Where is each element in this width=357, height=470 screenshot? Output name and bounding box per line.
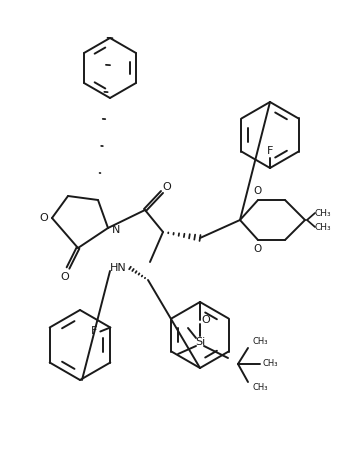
Text: O: O [163,182,171,192]
Text: O: O [40,213,49,223]
Text: CH₃: CH₃ [315,209,331,218]
Text: Si: Si [195,337,205,347]
Text: O: O [254,244,262,254]
Text: F: F [91,327,97,337]
Text: O: O [61,272,69,282]
Text: O: O [254,186,262,196]
Text: O: O [202,315,210,325]
Text: N: N [112,225,120,235]
Text: F: F [267,146,273,156]
Text: CH₃: CH₃ [262,360,278,368]
Text: CH₃: CH₃ [252,337,268,346]
Text: HN: HN [110,263,126,273]
Text: CH₃: CH₃ [252,383,268,392]
Text: CH₃: CH₃ [315,222,331,232]
